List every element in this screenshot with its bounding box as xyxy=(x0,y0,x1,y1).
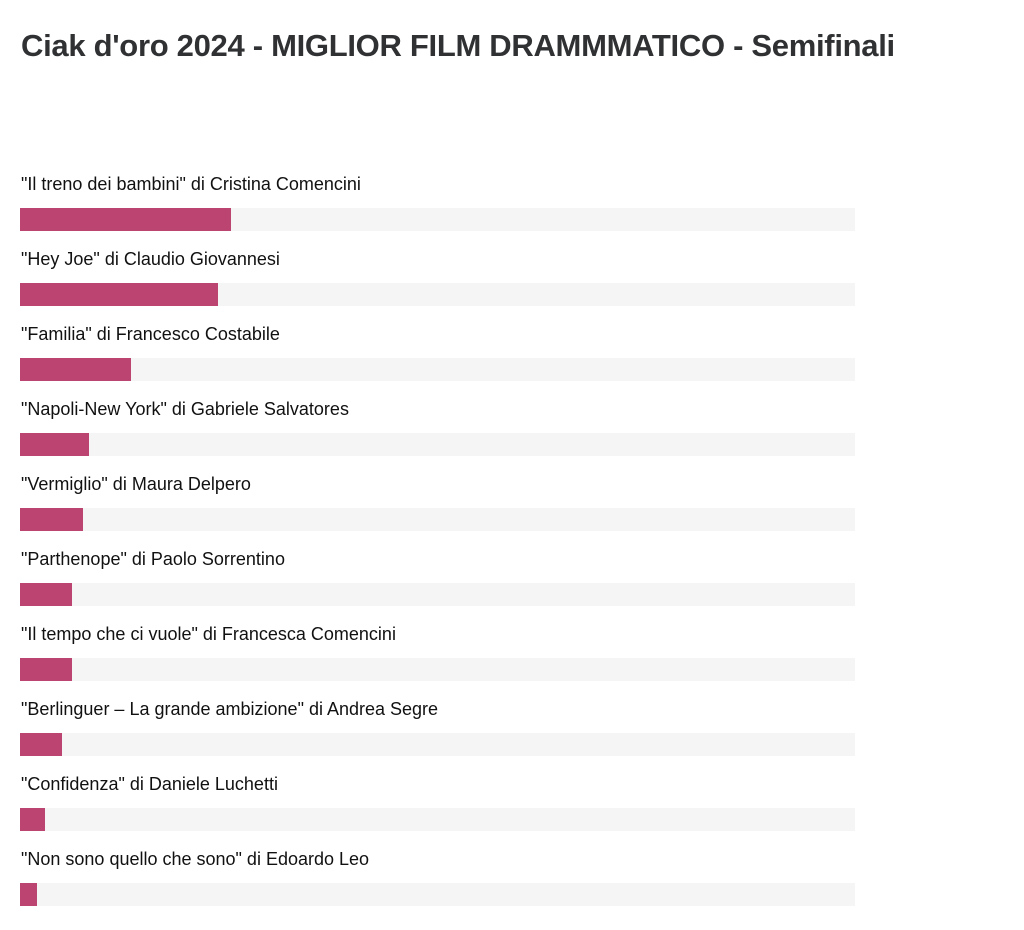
poll-bar-track xyxy=(20,658,855,681)
poll-bar-track xyxy=(20,433,855,456)
poll-option: "Il tempo che ci vuole" di Francesca Com… xyxy=(20,622,855,697)
poll-option: "Confidenza" di Daniele Luchetti xyxy=(20,772,855,847)
poll-option-label: "Parthenope" di Paolo Sorrentino xyxy=(21,549,285,569)
poll-option-label: "Hey Joe" di Claudio Giovannesi xyxy=(21,249,280,269)
poll-bar-track xyxy=(20,883,855,906)
poll-option-label: "Confidenza" di Daniele Luchetti xyxy=(21,774,278,794)
poll-bar xyxy=(20,283,218,306)
chart-title: Ciak d'oro 2024 - MIGLIOR FILM DRAMMMATI… xyxy=(21,28,895,63)
poll-option: "Parthenope" di Paolo Sorrentino xyxy=(20,547,855,622)
poll-option: "Hey Joe" di Claudio Giovannesi xyxy=(20,247,855,322)
poll-option: "Berlinguer – La grande ambizione" di An… xyxy=(20,697,855,772)
poll-bar-track xyxy=(20,508,855,531)
poll-option-label: "Familia" di Francesco Costabile xyxy=(21,324,280,344)
poll-option-label: "Berlinguer – La grande ambizione" di An… xyxy=(21,699,439,719)
poll-bar-track xyxy=(20,583,855,606)
poll-option-label: "Vermiglio" di Maura Delpero xyxy=(21,474,251,494)
poll-option-label: "Non sono quello che sono" di Edoardo Le… xyxy=(21,849,370,869)
poll-option-label: "Il tempo che ci vuole" di Francesca Com… xyxy=(21,624,396,644)
poll-option-label: "Napoli-New York" di Gabriele Salvatores xyxy=(21,399,349,419)
poll-option: "Familia" di Francesco Costabile xyxy=(20,322,855,397)
poll-bar-track xyxy=(20,358,855,381)
poll-bar xyxy=(20,358,132,381)
poll-bar xyxy=(20,583,72,606)
poll-option-label: "Il treno dei bambini" di Cristina Comen… xyxy=(21,174,361,194)
poll-bar-track xyxy=(20,733,855,756)
poll-bar xyxy=(20,883,37,906)
poll-bar xyxy=(20,208,232,231)
poll-bar-track xyxy=(20,283,855,306)
poll-option: "Non sono quello che sono" di Edoardo Le… xyxy=(20,847,855,922)
poll-option: "Il treno dei bambini" di Cristina Comen… xyxy=(20,172,855,247)
poll-bar-track xyxy=(20,208,855,231)
poll-bar xyxy=(20,658,72,681)
poll-bar xyxy=(20,433,90,456)
poll-bar xyxy=(20,508,83,531)
poll-bar-track xyxy=(20,808,855,831)
poll-bar xyxy=(20,733,62,756)
poll-bar xyxy=(20,808,46,831)
poll-results-list: "Il treno dei bambini" di Cristina Comen… xyxy=(20,172,855,922)
poll-option: "Vermiglio" di Maura Delpero xyxy=(20,472,855,547)
poll-option: "Napoli-New York" di Gabriele Salvatores xyxy=(20,397,855,472)
